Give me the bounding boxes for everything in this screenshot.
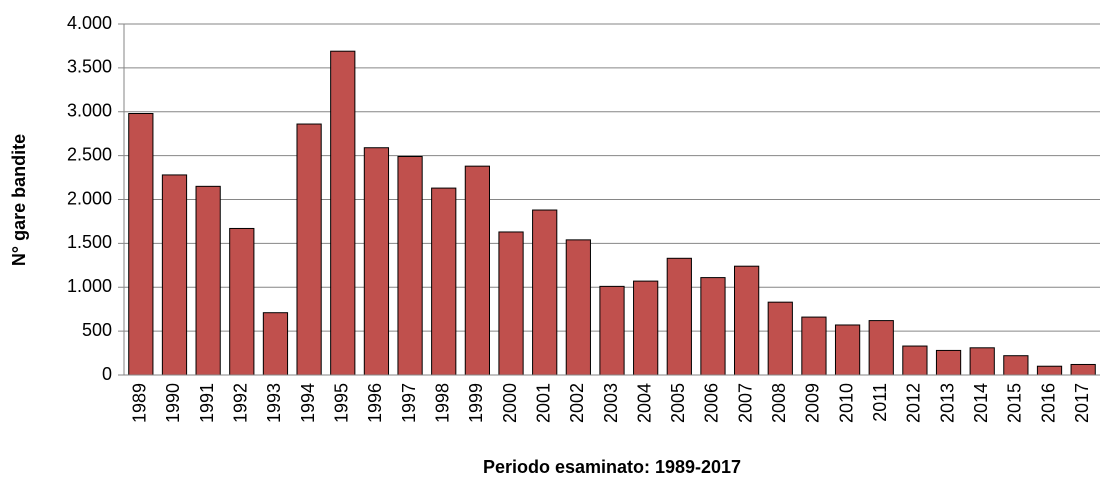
bar [161, 174, 188, 376]
bar [666, 257, 692, 376]
x-tick-label: 1996 [365, 383, 385, 423]
bar [700, 277, 726, 376]
y-tick-label: 3.500 [67, 57, 112, 77]
bar [633, 280, 659, 376]
x-axis-title: Periodo esaminato: 1989-2017 [483, 457, 741, 477]
x-tick-label: 2012 [904, 383, 924, 423]
bar [195, 185, 221, 376]
y-axis-title: N° gare bandite [9, 134, 29, 266]
x-tick-label: 2014 [971, 383, 991, 423]
bar [397, 156, 423, 376]
y-tick-label: 0 [102, 364, 112, 384]
x-tick-label: 1991 [197, 383, 217, 423]
x-tick-label: 2006 [702, 383, 722, 423]
y-tick-label: 4.000 [67, 13, 112, 33]
y-tick-label: 3.000 [67, 101, 112, 121]
x-tick-label: 2013 [937, 383, 957, 423]
x-tick-label: 2009 [803, 383, 823, 423]
x-tick-label: 1994 [298, 383, 318, 423]
x-tick-label: 2007 [735, 383, 755, 423]
x-tick-label: 2015 [1005, 383, 1025, 423]
bar [1003, 355, 1029, 376]
bar [767, 301, 793, 376]
bar [128, 113, 154, 376]
x-tick-label: 2016 [1038, 383, 1058, 423]
x-tick-label: 1995 [332, 383, 352, 423]
x-tick-label: 1999 [466, 383, 486, 423]
y-tick-label: 500 [82, 320, 112, 340]
y-tick-label: 2.500 [67, 144, 112, 164]
x-tick-label: 2017 [1072, 383, 1092, 423]
bar [498, 231, 524, 376]
y-tick-label: 1.500 [67, 232, 112, 252]
bar [262, 312, 289, 376]
bar [532, 209, 558, 376]
bar [734, 265, 760, 376]
bar [834, 324, 861, 376]
x-tick-label: 1993 [264, 383, 284, 423]
bar [229, 227, 255, 376]
x-tick-label: 1990 [163, 383, 183, 423]
bar [1036, 365, 1063, 376]
x-tick-label: 2010 [836, 383, 856, 423]
bar [902, 345, 928, 376]
x-tick-label: 1997 [399, 383, 419, 423]
bar [330, 50, 356, 376]
bar [935, 349, 962, 376]
bar [1070, 363, 1096, 376]
bar [363, 147, 390, 376]
x-tick-label: 2001 [533, 383, 553, 423]
bar [868, 320, 894, 376]
bar [801, 316, 827, 376]
bar [296, 123, 322, 376]
x-tick-label: 1989 [130, 383, 150, 423]
x-tick-label: 2011 [870, 383, 890, 422]
x-tick-label: 2002 [567, 383, 587, 423]
bar [464, 165, 490, 376]
x-tick-label: 2004 [634, 383, 654, 423]
x-tick-label: 1992 [231, 383, 251, 423]
y-tick-label: 1.000 [67, 276, 112, 296]
bar [599, 285, 625, 376]
bar [969, 347, 995, 376]
x-tick-label: 2003 [601, 383, 621, 423]
x-tick-label: 2008 [769, 383, 789, 423]
x-tick-label: 1998 [432, 383, 452, 423]
y-tick-label: 2.000 [67, 188, 112, 208]
x-tick-label: 2005 [668, 383, 688, 423]
bar [431, 187, 457, 376]
x-tick-label: 2000 [500, 383, 520, 423]
bar [565, 239, 591, 376]
